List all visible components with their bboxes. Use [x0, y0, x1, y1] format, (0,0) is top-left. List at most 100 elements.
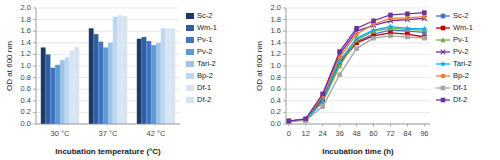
marker	[303, 116, 308, 121]
marker	[286, 118, 291, 123]
tick-mark	[33, 112, 36, 113]
grid-line	[286, 124, 430, 125]
legend-swatch	[186, 25, 194, 31]
bar	[41, 47, 46, 124]
bar	[156, 43, 161, 124]
line	[289, 33, 425, 121]
bar	[137, 39, 142, 124]
marker	[354, 26, 359, 31]
line	[289, 36, 425, 121]
legend-marker	[440, 37, 445, 42]
tick-label: 1.2	[21, 49, 31, 58]
grid-line	[36, 8, 180, 9]
legend-swatch	[186, 73, 194, 79]
legend-label: Sc-2	[197, 11, 212, 20]
marker	[303, 117, 308, 122]
legend-label: Bp-2	[197, 71, 213, 80]
legend-label: Tari-2	[197, 59, 216, 68]
tick-mark	[33, 66, 36, 67]
tick-label: 1.6	[271, 26, 281, 35]
legend-label: Pv-2	[197, 47, 212, 56]
tick-label: 42 °C	[147, 129, 166, 138]
marker	[287, 119, 292, 124]
legend-label: Df-1	[453, 83, 467, 92]
marker	[287, 119, 292, 124]
line	[289, 17, 425, 121]
tick-label: 30 °C	[51, 129, 70, 138]
grid-line	[286, 100, 430, 101]
legend-marker	[441, 86, 446, 91]
line	[289, 13, 425, 121]
marker	[371, 27, 377, 33]
marker	[405, 16, 410, 21]
legend-marker	[441, 50, 446, 55]
legend-label: Df-2	[197, 95, 211, 104]
tick-mark	[283, 54, 286, 55]
bar	[170, 28, 175, 124]
marker	[422, 36, 427, 41]
marker	[422, 10, 427, 15]
marker	[405, 35, 410, 40]
legend-swatch	[186, 97, 194, 103]
tick-label: 1.8	[21, 15, 31, 24]
tick-mark	[33, 77, 36, 78]
tick-label: 0.0	[21, 119, 31, 128]
tick-label: 84	[403, 129, 411, 138]
legend-label: Pv-1	[453, 35, 468, 44]
tick-mark	[33, 124, 36, 125]
marker	[371, 36, 376, 41]
marker	[354, 32, 359, 37]
bar	[89, 28, 94, 124]
tick-label: 0.0	[271, 119, 281, 128]
tick-mark	[33, 54, 36, 55]
legend-label: Pv-1	[197, 35, 212, 44]
grid-line	[36, 19, 180, 20]
marker	[371, 18, 376, 23]
tick-label: 2.0	[271, 3, 281, 12]
tick-mark	[283, 124, 286, 125]
bar	[113, 17, 118, 124]
tick-label: 37 °C	[99, 129, 118, 138]
tick-label: 96	[420, 129, 428, 138]
line	[289, 30, 425, 121]
y-axis-label: OD at 600 nm	[5, 41, 14, 91]
marker	[320, 92, 325, 97]
tick-label: 0.2	[21, 107, 31, 116]
y-axis-label: OD at 600 nm	[255, 41, 264, 91]
marker	[303, 117, 308, 122]
grid-line	[36, 31, 180, 32]
bar	[50, 68, 55, 124]
tick-label: 36	[335, 129, 343, 138]
line	[289, 27, 425, 122]
tick-label: 1.6	[21, 26, 31, 35]
legend-swatch	[186, 61, 194, 67]
marker	[405, 12, 410, 17]
marker	[388, 34, 393, 39]
tick-label: 0.8	[21, 73, 31, 82]
bar	[146, 41, 151, 124]
legend: Sc-2Wm-1Pv-1Pv-2Tari-2Bp-2Df-1Df-2	[436, 11, 473, 104]
bar	[142, 37, 147, 124]
tick-label: 0	[287, 129, 291, 138]
bar	[166, 28, 171, 124]
tick-label: 0.6	[21, 84, 31, 93]
tick-label: 48	[352, 129, 360, 138]
y-axis-line	[36, 8, 37, 124]
grid-line	[286, 89, 430, 90]
bar	[94, 34, 99, 124]
bar	[122, 16, 127, 124]
tick-label: 1.0	[21, 61, 31, 70]
legend-swatch	[186, 37, 194, 43]
marker	[388, 23, 394, 29]
bar	[55, 65, 60, 124]
tick-label: 1.0	[271, 61, 281, 70]
bar	[161, 28, 166, 124]
tick-mark	[283, 66, 286, 67]
tick-mark	[33, 8, 36, 9]
legend-marker	[440, 61, 446, 67]
x-axis-label: Incubation time (h)	[322, 147, 394, 156]
chart-root: 0.00.20.40.60.81.01.21.41.61.82.030 °C37…	[0, 0, 500, 160]
tick-label: 72	[386, 129, 394, 138]
marker	[303, 116, 308, 121]
tick-mark	[33, 19, 36, 20]
